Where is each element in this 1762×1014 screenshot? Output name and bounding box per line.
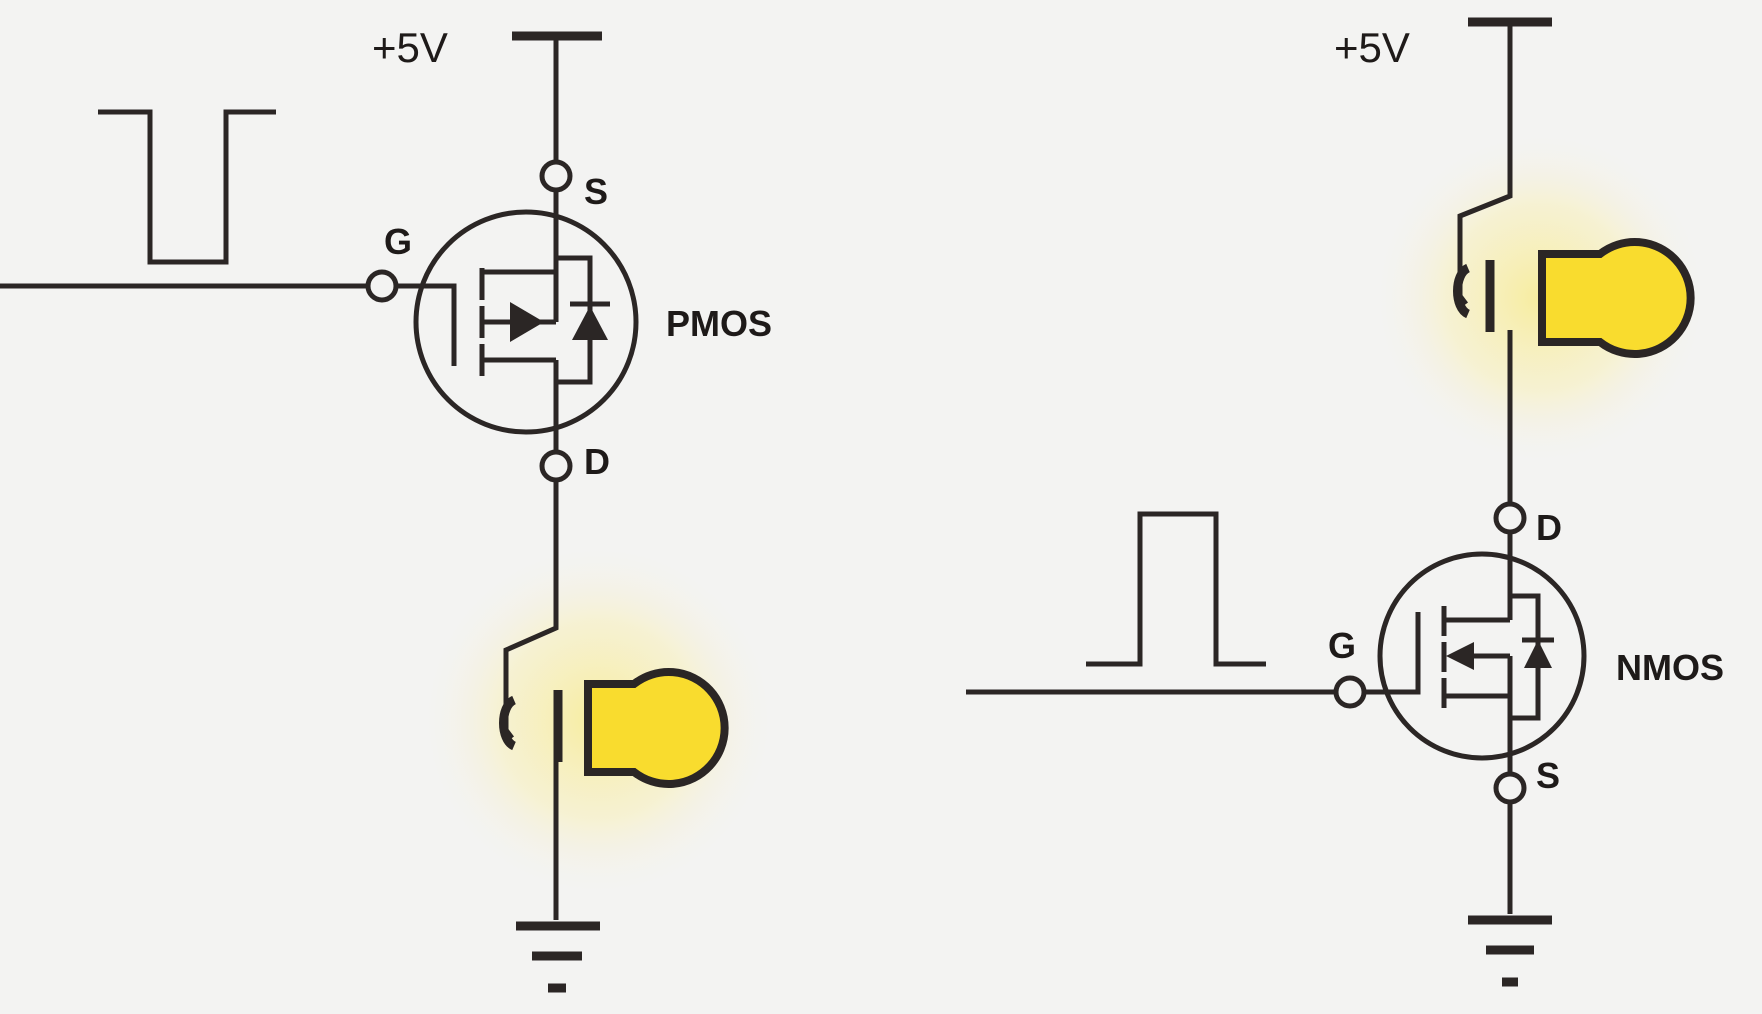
- pmos-drain-label: D: [584, 441, 610, 482]
- pmos-ground-icon: [516, 921, 600, 993]
- pmos-drain-terminal: [539, 449, 573, 483]
- pmos-source-terminal: [539, 159, 573, 193]
- pmos-transistor-symbol: [392, 176, 639, 452]
- pmos-body-circle: [413, 209, 639, 435]
- nmos-gate-plate: [1362, 612, 1421, 695]
- nmos-body-circle: [1377, 551, 1587, 761]
- nmos-circuit: +5V D: [966, 17, 1724, 987]
- nmos-source-terminal: [1493, 771, 1527, 805]
- pmos-diode-icon: [572, 306, 608, 340]
- pmos-arrow-icon: [510, 302, 544, 342]
- nmos-type-label: NMOS: [1616, 647, 1724, 688]
- nmos-source-label: S: [1536, 755, 1560, 796]
- pmos-gate-terminal: [365, 269, 399, 303]
- pmos-circuit: +5V S G D PMOS: [0, 24, 778, 993]
- pmos-type-label: PMOS: [666, 303, 772, 344]
- nmos-gate-label: G: [1328, 625, 1356, 666]
- nmos-gate-terminal: [1333, 675, 1367, 709]
- nmos-transistor-symbol: [1362, 518, 1587, 772]
- nmos-ground-icon: [1468, 915, 1552, 987]
- pmos-lamp-bulb-icon: [584, 668, 729, 788]
- nmos-arrow-icon: [1446, 642, 1474, 670]
- pmos-gate-label: G: [384, 221, 412, 262]
- nmos-lamp-bulb-icon: [1538, 238, 1695, 358]
- pmos-supply-label: +5V: [372, 24, 448, 71]
- pmos-lamp-contact: [499, 695, 517, 751]
- pmos-source-label: S: [584, 171, 608, 212]
- nmos-diode-icon: [1524, 640, 1552, 668]
- pmos-gate-plate: [392, 283, 457, 366]
- nmos-lamp-contact: [1453, 263, 1471, 319]
- pmos-gate-low-pulse-icon: [98, 109, 276, 265]
- nmos-gate-high-pulse-icon: [1086, 511, 1266, 667]
- nmos-drain-label: D: [1536, 507, 1562, 548]
- nmos-drain-terminal: [1493, 501, 1527, 535]
- nmos-supply-label: +5V: [1334, 24, 1410, 71]
